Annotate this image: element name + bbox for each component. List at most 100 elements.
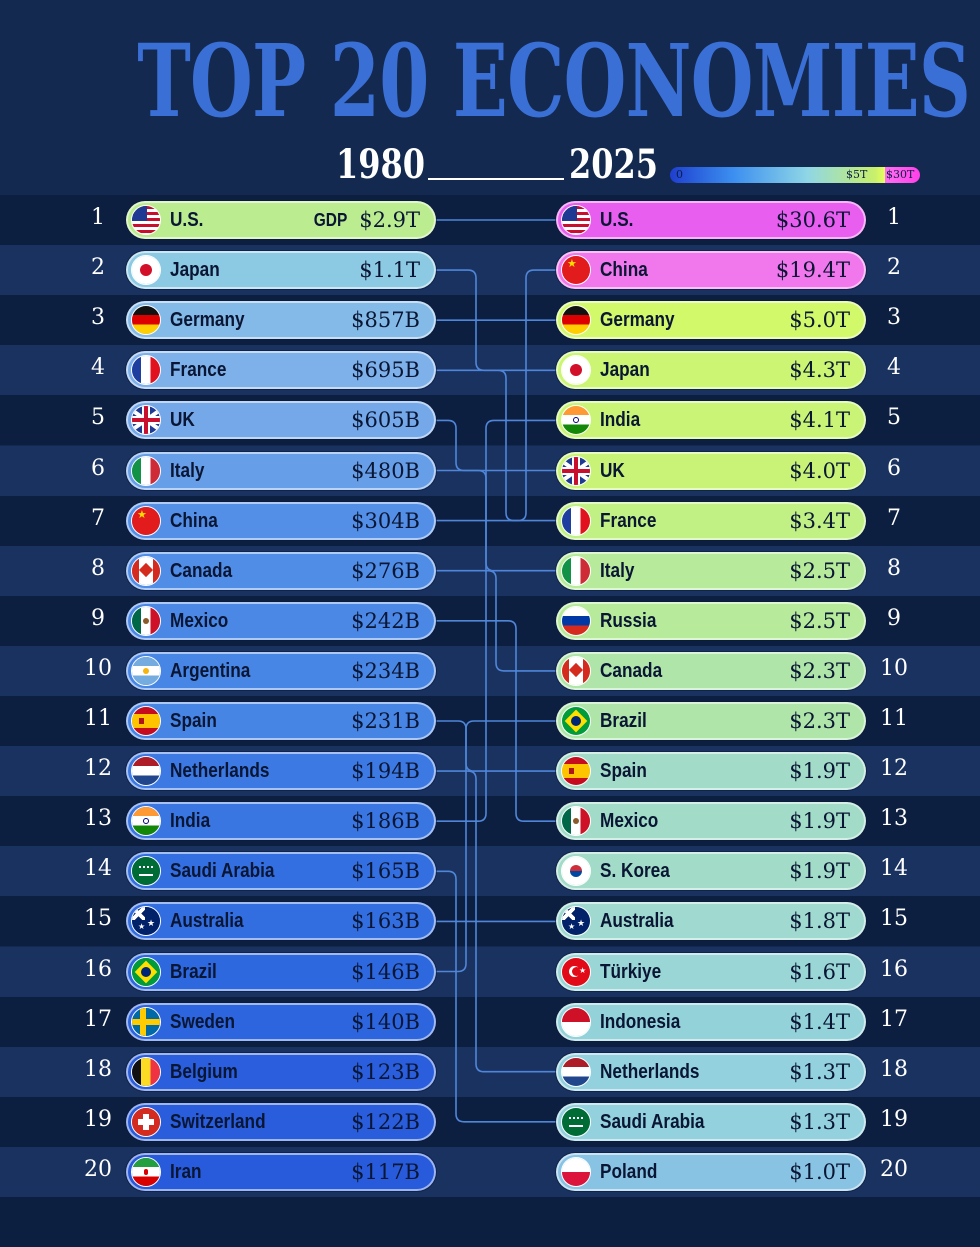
rank-number: 17 — [880, 1006, 908, 1032]
gdp-value: $234B — [351, 658, 420, 683]
saudi-arabia-flag-icon — [131, 856, 161, 887]
country-name: Mexico — [170, 609, 229, 632]
country-bar: U.S. $30.6T — [556, 201, 866, 239]
country-name: Italy — [600, 559, 635, 582]
country-bar: Saudi Arabia $1.3T — [556, 1102, 866, 1141]
gdp-value: $30.6T — [775, 208, 850, 232]
connector-line — [436, 770, 556, 1073]
gdp-value: $1.9T — [789, 859, 850, 884]
rank-number: 15 — [880, 906, 908, 932]
gdp-value: $117B — [351, 1159, 420, 1184]
country-name: Belgium — [170, 1060, 238, 1083]
switzerland-flag-icon — [131, 1106, 161, 1137]
gdp-value: $1.9T — [789, 809, 850, 834]
country-bar: Saudi Arabia $165B — [126, 852, 436, 891]
rank-number: 18 — [880, 1056, 908, 1082]
country-name: Poland — [600, 1160, 658, 1183]
rank-number: 14 — [880, 856, 908, 882]
country-bar: UK $605B — [126, 401, 436, 440]
us-flag-icon — [561, 205, 591, 235]
country-bar: ★ ★ Australia $1.8T — [556, 902, 866, 941]
country-name: UK — [600, 459, 625, 482]
country-name: Iran — [170, 1160, 202, 1183]
saudi-arabia-flag-icon — [561, 1106, 591, 1137]
connector-line — [436, 870, 556, 1123]
country-bar: Canada $276B — [126, 551, 436, 590]
country-bar: Iran $117B — [126, 1152, 436, 1191]
rank-number: 6 — [91, 455, 105, 481]
gdp-value: $2.3T — [789, 709, 850, 733]
gdp-value: $1.8T — [789, 909, 850, 934]
rank-number: 18 — [84, 1056, 112, 1082]
country-bar: Netherlands $1.3T — [556, 1052, 866, 1091]
iran-flag-icon — [131, 1156, 161, 1187]
connector-line — [436, 720, 556, 973]
us-flag-icon — [131, 205, 161, 235]
rank-number: 6 — [887, 455, 901, 481]
country-bar: Japan $1.1T — [126, 251, 436, 290]
rank-number: 16 — [84, 956, 112, 982]
gdp-value: $242B — [351, 608, 420, 633]
country-name: Spain — [600, 760, 647, 783]
rank-number: 4 — [887, 355, 901, 381]
india-flag-icon — [131, 806, 161, 837]
gdp-value: $2.5T — [789, 558, 850, 583]
country-name: Canada — [170, 559, 233, 582]
country-bar: ★ ★ Australia $163B — [126, 902, 436, 941]
country-name: China — [170, 509, 218, 532]
country-bar: Brazil $2.3T — [556, 702, 866, 740]
country-name: Italy — [170, 459, 205, 482]
netherlands-flag-icon — [561, 1056, 591, 1087]
rank-number: 2 — [887, 255, 901, 281]
country-bar: Switzerland $122B — [126, 1102, 436, 1141]
rank-number: 9 — [887, 605, 901, 631]
row-stripe — [0, 1197, 980, 1247]
year-divider — [428, 178, 564, 180]
netherlands-flag-icon — [131, 756, 161, 787]
germany-flag-icon — [561, 305, 591, 336]
gdp-value: $304B — [351, 508, 420, 533]
country-name: U.S. — [170, 209, 204, 231]
country-name: Australia — [170, 910, 244, 933]
country-name: Türkiye — [600, 960, 662, 983]
scale-label-max: $30T — [886, 168, 915, 181]
country-name: Japan — [600, 359, 650, 382]
rank-number: 14 — [84, 856, 112, 882]
rank-number: 11 — [880, 706, 908, 731]
country-name: France — [600, 509, 657, 532]
rank-number: 12 — [880, 756, 908, 782]
rank-number: 5 — [887, 405, 901, 431]
gdp-value: $186B — [351, 809, 420, 834]
rank-number: 15 — [84, 906, 112, 932]
country-name: Brazil — [170, 960, 217, 983]
australia-flag-icon: ★ ★ — [131, 906, 161, 937]
year-label-1980: 1980 — [336, 141, 426, 188]
gdp-value: $1.6T — [789, 959, 850, 984]
japan-flag-icon — [561, 355, 591, 386]
gdp-value: $140B — [351, 1009, 420, 1034]
rank-number: 7 — [91, 505, 105, 531]
gdp-value: $695B — [351, 358, 420, 383]
italy-flag-icon — [131, 455, 161, 486]
gdp-value: $857B — [351, 308, 420, 333]
china-flag-icon: ★ — [131, 505, 161, 536]
country-name: Indonesia — [600, 1010, 681, 1033]
rank-number: 10 — [880, 655, 908, 681]
page-title: TOP 20 ECONOMIES — [137, 22, 971, 140]
gdp-value: $480B — [351, 458, 420, 483]
country-name: India — [170, 810, 211, 833]
country-bar: India $186B — [126, 802, 436, 841]
germany-flag-icon — [131, 305, 161, 336]
connector-line — [436, 419, 556, 472]
country-bar: Canada $2.3T — [556, 651, 866, 690]
country-name: Brazil — [600, 710, 647, 732]
rank-number: 13 — [880, 806, 908, 832]
country-name: Sweden — [170, 1010, 235, 1033]
country-bar: Argentina $234B — [126, 651, 436, 690]
rank-number: 19 — [84, 1106, 112, 1132]
country-bar: Brazil $146B — [126, 952, 436, 991]
country-bar: Japan $4.3T — [556, 351, 866, 390]
country-name: Germany — [600, 309, 675, 332]
south-korea-flag-icon — [561, 856, 591, 887]
rank-number: 4 — [91, 355, 105, 381]
